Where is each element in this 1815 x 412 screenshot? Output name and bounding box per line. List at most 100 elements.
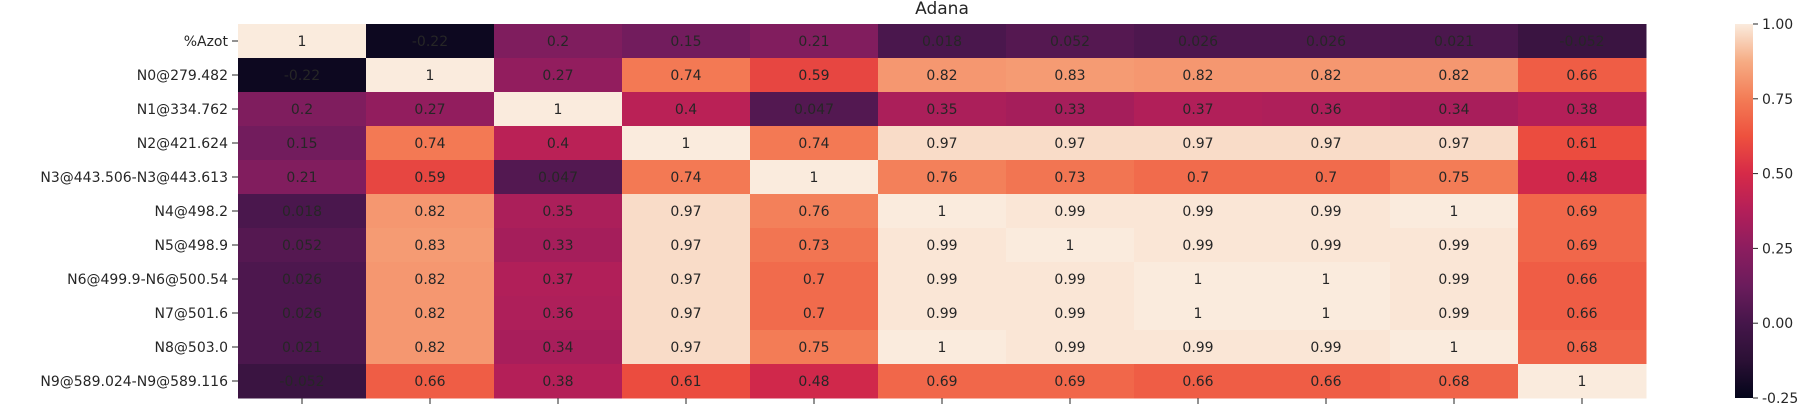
heatmap-cell: [366, 92, 495, 127]
y-tick-label: N6@499.9-N6@500.54: [67, 272, 228, 288]
heatmap-cell: [878, 126, 1007, 161]
heatmap-cell: [878, 364, 1007, 399]
cell-annotation: 0.69: [1566, 238, 1597, 254]
heatmap-cell: [750, 330, 879, 365]
heatmap-cell: [1390, 296, 1519, 331]
cell-annotation: 0.97: [670, 204, 701, 220]
heatmap-cell: [1262, 296, 1391, 331]
cell-annotation: 0.82: [414, 306, 445, 322]
heatmap-cell: [1518, 364, 1647, 399]
heatmap-cell: [622, 126, 751, 161]
cell-annotation: 0.83: [1054, 68, 1085, 84]
cell-annotation: 1: [1194, 306, 1203, 322]
cell-annotation: 0.021: [1434, 34, 1474, 50]
cell-annotation: 0.66: [1566, 306, 1597, 322]
heatmap-cell: [622, 58, 751, 93]
cell-annotation: 0.76: [926, 170, 957, 186]
heatmap-cell: [238, 364, 367, 399]
heatmap-cell: [1262, 364, 1391, 399]
cell-annotation: 0.69: [1054, 374, 1085, 390]
heatmap-cell: [622, 228, 751, 263]
heatmap-cell: [366, 330, 495, 365]
cell-annotation: 0.99: [1310, 204, 1341, 220]
heatmap-cell: [750, 364, 879, 399]
cell-annotation: 1: [1322, 306, 1331, 322]
cell-annotation: 0.15: [286, 136, 317, 152]
heatmap-cell: [1262, 24, 1391, 59]
cell-annotation: 0.99: [1054, 204, 1085, 220]
heatmap-cell: [494, 228, 623, 263]
cell-annotation: 0.97: [670, 272, 701, 288]
heatmap-cell: [750, 160, 879, 195]
cell-annotation: 0.97: [670, 238, 701, 254]
cell-annotation: 0.75: [798, 340, 829, 356]
heatmap-cell: [1006, 262, 1135, 297]
heatmap-cell: [878, 58, 1007, 93]
heatmap-cell: [1262, 262, 1391, 297]
heatmap-cell: [366, 24, 495, 59]
cell-annotation: 0.021: [282, 340, 322, 356]
y-tick-label: N3@443.506-N3@443.613: [40, 170, 228, 186]
colorbar-tick-label: 1.00: [1762, 17, 1793, 33]
cell-annotation: 0.21: [286, 170, 317, 186]
heatmap-cell: [366, 194, 495, 229]
heatmap-cell: [1518, 92, 1647, 127]
heatmap-cell: [1006, 194, 1135, 229]
heatmap-cell: [494, 92, 623, 127]
heatmap-cell: [1390, 24, 1519, 59]
heatmap-cell: [622, 194, 751, 229]
cell-annotation: 1: [1066, 238, 1075, 254]
cell-annotation: -0.052: [1559, 34, 1604, 50]
cell-annotation: 0.38: [1566, 102, 1597, 118]
cell-annotation: 0.026: [1178, 34, 1218, 50]
cell-annotation: 0.36: [542, 306, 573, 322]
cell-annotation: 0.052: [1050, 34, 1090, 50]
cell-annotation: 0.74: [670, 170, 701, 186]
cell-annotation: 0.7: [1187, 170, 1209, 186]
heatmap-cell: [238, 296, 367, 331]
heatmap-cell: [1390, 92, 1519, 127]
cell-annotation: 0.2: [291, 102, 313, 118]
cell-annotation: 0.68: [1566, 340, 1597, 356]
heatmap-cell: [494, 262, 623, 297]
cell-annotation: 0.35: [926, 102, 957, 118]
cell-annotation: 0.99: [926, 238, 957, 254]
heatmap-cell: [1390, 262, 1519, 297]
colorbar-tick-label: 0.50: [1762, 167, 1793, 183]
heatmap-cell: [1390, 364, 1519, 399]
y-tick-label: N1@334.762: [137, 102, 228, 118]
heatmap-cell: [1262, 194, 1391, 229]
cell-annotation: 0.97: [1310, 136, 1341, 152]
cell-annotation: 0.61: [670, 374, 701, 390]
cell-annotation: 0.99: [1182, 340, 1213, 356]
heatmap-cell: [238, 330, 367, 365]
heatmap-cell: [878, 330, 1007, 365]
cell-annotation: 0.99: [1054, 340, 1085, 356]
heatmap-cell: [1262, 92, 1391, 127]
heatmap-cell: [1006, 330, 1135, 365]
cell-annotation: -0.052: [279, 374, 324, 390]
heatmap-cell: [238, 160, 367, 195]
heatmap-cell: [1518, 160, 1647, 195]
heatmap-cell: [1518, 194, 1647, 229]
heatmap-cell: [1134, 262, 1263, 297]
cell-annotation: 0.59: [798, 68, 829, 84]
cell-annotation: 0.73: [1054, 170, 1085, 186]
heatmap-cell: [1518, 228, 1647, 263]
heatmap-cell: [1262, 160, 1391, 195]
heatmap-cell: [878, 228, 1007, 263]
cell-annotation: 0.99: [1438, 238, 1469, 254]
y-axis: %Azot N0@279.482 N1@334.762 N2@421.624 N3@44…: [40, 34, 238, 390]
heatmap-cell: [1134, 364, 1263, 399]
cell-annotation: 0.99: [1438, 306, 1469, 322]
cell-annotation: 0.34: [1438, 102, 1469, 118]
cell-annotation: 0.33: [1054, 102, 1085, 118]
heatmap-cell: [1518, 330, 1647, 365]
heatmap-cell: [1518, 58, 1647, 93]
heatmap-cell: [1006, 160, 1135, 195]
heatmap-cell: [622, 262, 751, 297]
x-axis: [301, 398, 1583, 404]
cell-annotation: 0.34: [542, 340, 573, 356]
cell-annotation: 0.99: [1310, 238, 1341, 254]
